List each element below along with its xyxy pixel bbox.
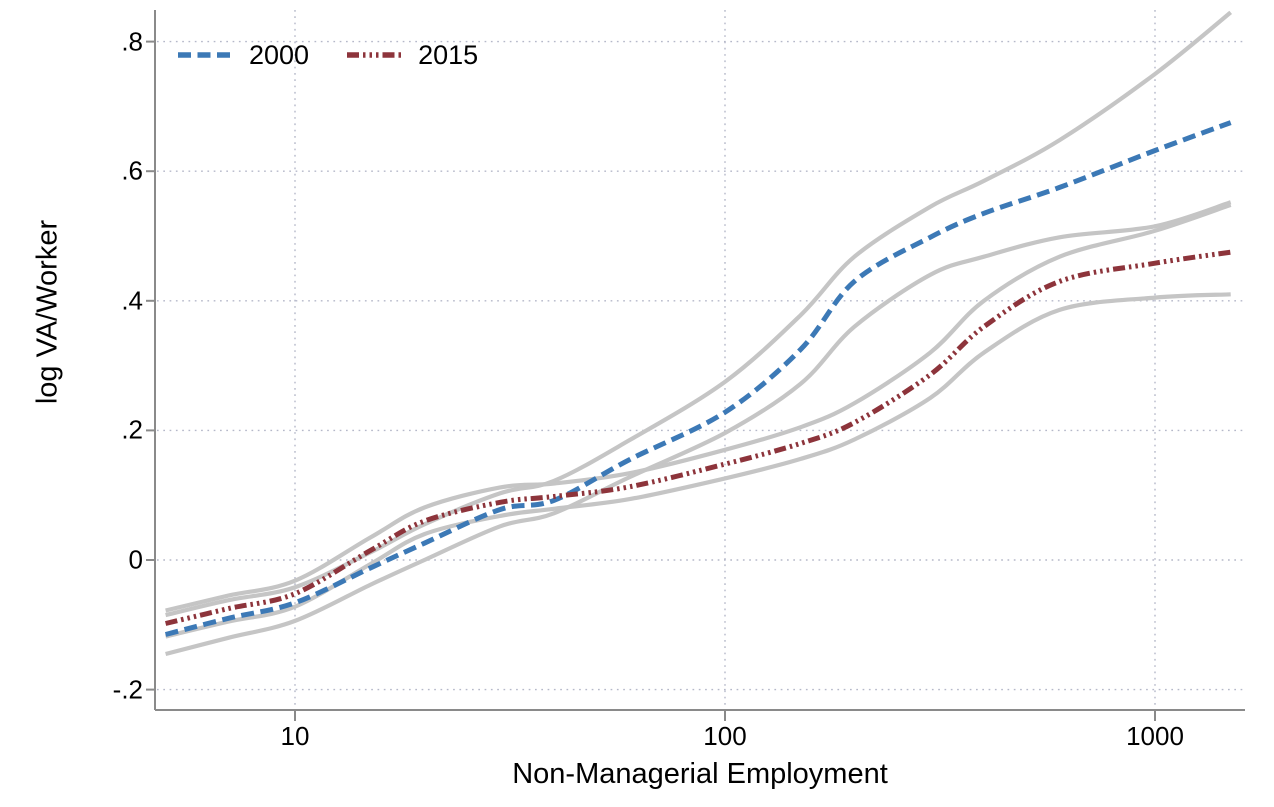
legend-label-2000: 2000 [249,40,310,70]
series-line-2015 [165,249,1232,626]
x-tick-label: 100 [703,721,747,751]
x-tick-label: 1000 [1126,721,1184,751]
y-tick-label: .8 [121,26,143,57]
x-tick-label: 10 [280,721,310,751]
legend-label-2015: 2015 [418,40,479,70]
y-tick-label: 0 [128,544,143,575]
legend-line-sample-2015-icon [347,52,406,58]
legend: 2000 2015 [178,40,478,70]
x-axis-title: Non-Managerial Employment [512,758,888,790]
legend-item-2000: 2000 [178,40,309,70]
series-line-2015-ci-upper [165,202,1232,613]
y-tick-label: .4 [121,285,143,316]
series-line-2000-ci-upper [165,10,1233,618]
legend-line-sample-2000-icon [178,52,236,58]
series-line-2000-ci-lower [165,200,1232,657]
legend-item-2015: 2015 [347,40,478,70]
series-line-2015-ci-lower [165,292,1231,639]
y-tick-label: -.2 [112,674,143,705]
y-tick-label: .6 [121,155,143,186]
series-line-2000 [164,120,1232,637]
y-tick-label: .2 [121,414,143,445]
